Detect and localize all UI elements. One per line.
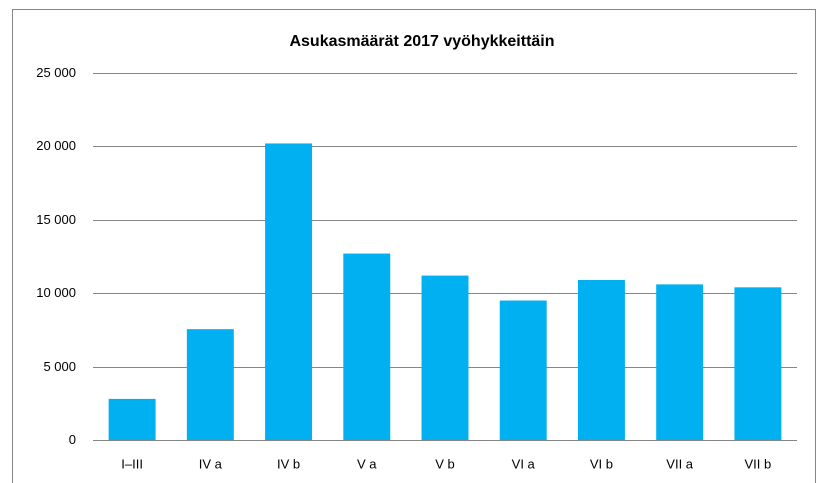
x-tick-label: IV a: [199, 456, 223, 471]
bar: [186, 329, 234, 440]
x-tick-label: I–III: [121, 456, 143, 471]
bar: [421, 275, 469, 440]
y-tick-label: 20 000: [36, 138, 76, 153]
y-tick-label: 25 000: [36, 65, 76, 80]
bar: [108, 398, 156, 440]
y-tick-label: 10 000: [36, 285, 76, 300]
x-tick-label: VII a: [666, 456, 694, 471]
x-tick-label: VII b: [745, 456, 772, 471]
y-tick-label: 5 000: [43, 359, 76, 374]
x-tick-label: VI b: [590, 456, 613, 471]
bar: [499, 300, 547, 440]
x-tick-label: V a: [357, 456, 377, 471]
y-tick-label: 15 000: [36, 212, 76, 227]
x-tick-label: VI a: [512, 456, 536, 471]
bar: [734, 287, 782, 440]
x-tick-label: IV b: [277, 456, 300, 471]
x-tick-label: V b: [435, 456, 455, 471]
chart-title: Asukasmäärät 2017 vyöhykkeittäin: [289, 33, 554, 50]
bar: [577, 279, 625, 440]
bar: [343, 253, 391, 440]
y-tick-label: 0: [69, 432, 76, 447]
bar: [265, 143, 313, 441]
bar: [656, 284, 704, 440]
